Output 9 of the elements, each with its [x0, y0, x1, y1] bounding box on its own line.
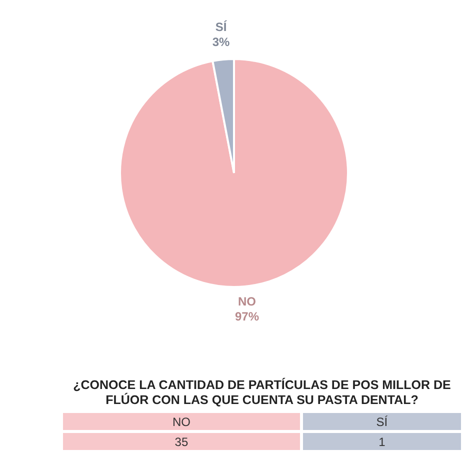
category-label: SÍ	[376, 414, 388, 428]
data-label: 97%	[234, 310, 260, 324]
text: 35	[63, 433, 300, 450]
text: ¿CONOCE LA CANTIDAD DE PARTÍCULAS DE POS MILLOR DE FLÚOR CON LAS QUE CUENTA SU PASTA DENTAL?	[72, 378, 452, 409]
slice-label: NO	[238, 294, 256, 309]
slice-label: SÍ	[215, 20, 228, 34]
data-label: 3%	[212, 34, 230, 49]
text: 1	[302, 433, 461, 450]
category-label: NO	[172, 414, 190, 428]
